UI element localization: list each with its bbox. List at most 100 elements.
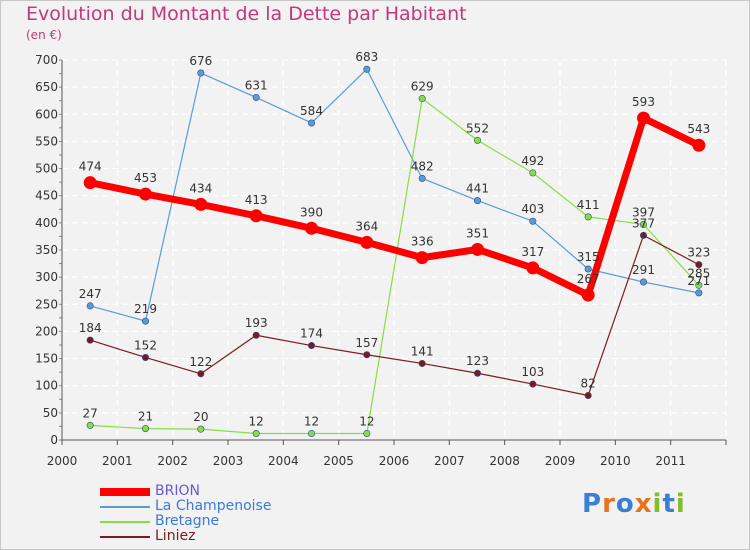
y-tick-label: 550 — [35, 134, 58, 148]
logo-letter: x — [634, 489, 653, 519]
data-point — [197, 370, 205, 378]
data-point — [363, 65, 371, 73]
logo-letter: i — [652, 489, 663, 519]
data-label: 315 — [577, 250, 600, 264]
data-point — [252, 331, 260, 339]
series-line — [89, 234, 700, 397]
data-point — [529, 169, 537, 177]
series-liniez — [86, 231, 703, 399]
data-point — [695, 289, 703, 297]
y-tick-label: 650 — [35, 80, 58, 94]
legend-label: Liniez — [155, 528, 196, 544]
data-label: 291 — [632, 263, 655, 277]
data-label: 20 — [193, 410, 208, 424]
data-label: 441 — [466, 182, 489, 196]
x-tick-label: 2010 — [600, 454, 631, 468]
data-label: 174 — [300, 327, 323, 341]
data-point — [418, 174, 426, 182]
data-point — [194, 197, 208, 211]
y-tick-label: 700 — [35, 53, 58, 67]
y-tick-label: 350 — [35, 243, 58, 257]
data-label: 390 — [300, 205, 323, 219]
legend-label: Bretagne — [155, 513, 220, 529]
chart-subtitle: (en €) — [26, 28, 62, 42]
logo-letter: t — [662, 489, 676, 519]
data-point — [581, 288, 595, 302]
data-label: 403 — [521, 202, 544, 216]
data-point — [197, 69, 205, 77]
data-point — [86, 336, 94, 344]
x-tick-label: 2007 — [434, 454, 465, 468]
data-point — [584, 213, 592, 221]
data-point — [418, 359, 426, 367]
data-label: 676 — [189, 54, 212, 68]
data-point — [695, 281, 703, 289]
data-label: 492 — [521, 154, 544, 168]
data-point — [142, 353, 150, 361]
logo-letter: i — [675, 489, 686, 519]
data-label: 683 — [355, 50, 378, 64]
data-label: 271 — [687, 274, 710, 288]
data-label: 584 — [300, 104, 323, 118]
data-label: 482 — [411, 159, 434, 173]
data-point — [529, 380, 537, 388]
data-label: 351 — [466, 226, 489, 240]
data-label: 267 — [577, 272, 600, 286]
data-point — [305, 221, 318, 235]
series-brion — [83, 111, 706, 302]
data-point — [639, 220, 647, 228]
data-label: 12 — [304, 414, 319, 428]
data-label: 413 — [245, 193, 268, 207]
data-point — [139, 187, 152, 201]
data-label: 474 — [79, 160, 102, 174]
data-point — [86, 421, 94, 429]
data-label: 364 — [355, 219, 378, 233]
data-point — [363, 351, 371, 359]
data-label: 543 — [687, 122, 710, 136]
data-point — [529, 217, 537, 225]
data-label: 552 — [466, 121, 489, 135]
data-point — [473, 136, 481, 144]
data-point — [307, 429, 315, 437]
y-tick-label: 400 — [35, 216, 58, 230]
data-label: 82 — [581, 376, 596, 390]
y-tick-label: 200 — [35, 324, 58, 338]
data-label: 285 — [687, 266, 710, 280]
data-label: 323 — [687, 246, 710, 260]
proxiti-logo: Proxiti — [582, 489, 686, 519]
y-tick-label: 150 — [35, 352, 58, 366]
data-label: 184 — [79, 321, 102, 335]
data-label: 411 — [577, 198, 600, 212]
data-point — [307, 119, 315, 127]
data-label: 141 — [411, 344, 434, 358]
data-label: 629 — [411, 80, 434, 94]
data-point — [142, 317, 150, 325]
series-line — [90, 97, 700, 435]
data-point — [639, 278, 647, 286]
data-label: 21 — [138, 410, 153, 424]
data-point — [249, 209, 263, 223]
data-label: 219 — [134, 302, 157, 316]
data-point — [307, 342, 315, 350]
data-label: 247 — [79, 287, 102, 301]
y-tick-label: 50 — [43, 406, 58, 420]
data-point — [363, 429, 371, 437]
logo-letter: r — [602, 489, 616, 519]
y-tick-label: 250 — [35, 297, 58, 311]
data-point — [526, 261, 540, 275]
data-label: 453 — [134, 171, 157, 185]
data-label: 434 — [189, 181, 212, 195]
data-point — [695, 261, 703, 269]
data-label: 27 — [83, 406, 98, 420]
legend-swatch — [100, 521, 150, 523]
y-tick-label: 450 — [35, 189, 58, 203]
data-label: 317 — [521, 245, 544, 259]
x-tick-label: 2001 — [102, 454, 133, 468]
data-point — [471, 242, 484, 256]
data-label: 336 — [411, 235, 434, 249]
logo-letter: P — [582, 489, 603, 519]
y-tick-label: 0 — [50, 433, 58, 447]
data-label: 103 — [521, 365, 544, 379]
data-point — [584, 265, 592, 273]
